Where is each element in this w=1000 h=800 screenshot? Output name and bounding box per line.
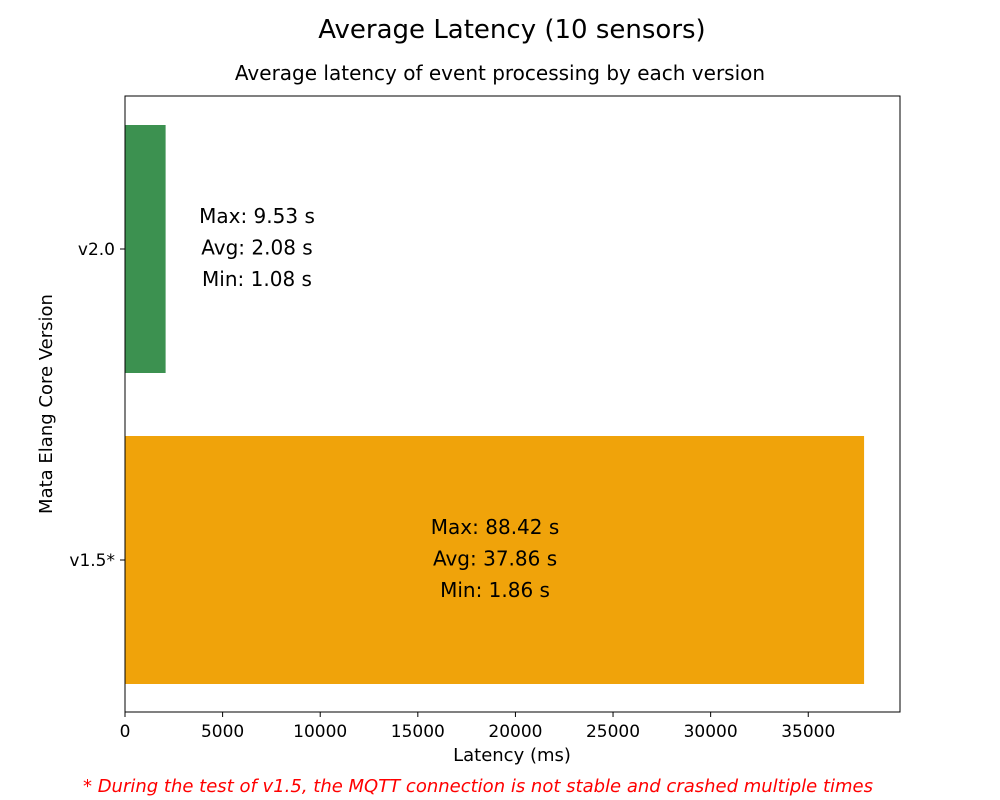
- y-tick-label: v1.5*: [69, 551, 115, 571]
- plot-frame: [124, 95, 901, 713]
- x-tick-label: 10000: [293, 722, 347, 742]
- x-tick-label: 25000: [586, 722, 640, 742]
- bar-annotation: Min: 1.86 s: [440, 578, 550, 602]
- bar-annotation: Avg: 2.08 s: [201, 236, 312, 260]
- plot-area: v2.0 Max: 9.53 s Avg: 2.08 s Min: 1.08 s v1.…: [69, 125, 865, 742]
- x-tick-label: 30000: [684, 722, 738, 742]
- bar-v1.5*: [125, 436, 865, 684]
- x-tick-label: 20000: [488, 722, 542, 742]
- x-axis-label: Latency (ms): [453, 745, 571, 766]
- x-tick-label: 15000: [391, 722, 445, 742]
- bar-annotation: Min: 1.08 s: [202, 267, 312, 291]
- bar-annotation: Max: 88.42 s: [431, 515, 559, 539]
- x-tick-label: 35000: [781, 722, 835, 742]
- chart-subtitle: Average latency of event processing by e…: [235, 61, 765, 85]
- y-axis-label: Mata Elang Core Version: [36, 294, 57, 514]
- bar-annotation: Max: 9.53 s: [199, 204, 315, 228]
- x-tick-label: 5000: [201, 722, 244, 742]
- footnote: * During the test of v1.5, the MQTT conn…: [83, 776, 873, 797]
- bar-annotation: Avg: 37.86 s: [433, 547, 557, 571]
- chart-title: Average Latency (10 sensors): [318, 15, 705, 45]
- y-tick-label: v2.0: [78, 240, 115, 260]
- bar-v2.0: [125, 125, 166, 373]
- x-tick-label: 0: [120, 722, 131, 742]
